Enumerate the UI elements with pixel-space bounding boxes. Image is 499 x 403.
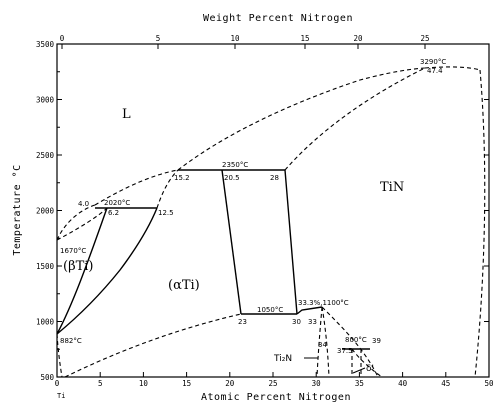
bottom-tick-label: 40 (398, 379, 408, 388)
phase-label-beta-ti: (βTi) (63, 259, 94, 274)
annotation-28: 28 (270, 174, 279, 182)
left-tick-label: 3500 (36, 40, 55, 49)
bottom-tick-label: 20 (225, 379, 235, 388)
annotation-1050: 1050°C (257, 306, 283, 314)
left-tick-label: 1000 (36, 318, 55, 327)
bottom-tick-label: 50 (484, 379, 494, 388)
annotation-15-2: 15.2 (174, 174, 190, 182)
bottom-tick-label: 5 (98, 379, 103, 388)
phase-label-tin: TiN (380, 180, 404, 195)
annotation-33-3-1100: 33.3%,1100°C (298, 299, 349, 307)
annotation-23: 23 (238, 318, 247, 326)
tin-left (285, 170, 297, 314)
liquidus-left (57, 205, 95, 240)
top-tick-label: 15 (300, 34, 309, 43)
annotation-882: 882°C (60, 337, 82, 345)
annotation-33: 33 (308, 318, 317, 326)
annotation-20-5: 20.5 (224, 174, 240, 182)
plot-frame (57, 44, 489, 377)
left-tick-label: 2500 (36, 151, 55, 160)
top-tick-label: 0 (60, 34, 65, 43)
tin-right-boundary (475, 70, 485, 377)
top-axis-ticks: 0 5 10 15 20 25 (60, 34, 430, 49)
annotation-6-2: 6.2 (108, 209, 119, 217)
annotation-30: 30 (292, 318, 301, 326)
element-label-ti: Ti (57, 392, 65, 400)
top-tick-label: 10 (230, 34, 240, 43)
annotation-47-4: 47.4 (427, 67, 443, 75)
left-axis-title: Temperature °C (12, 164, 23, 255)
annotation-2350: 2350°C (222, 161, 248, 169)
top-tick-label: 5 (156, 34, 161, 43)
phase-label-alpha-ti: (αTi) (168, 278, 200, 293)
left-tick-label: 500 (40, 373, 54, 382)
tin-lower-left (297, 307, 322, 314)
annotation-1670: 1670°C (60, 247, 86, 255)
left-tick-label: 2000 (36, 207, 55, 216)
bottom-tick-label: 0 (55, 379, 60, 388)
annotation-3290: 3290°C (420, 58, 446, 66)
annotation-12-5: 12.5 (158, 209, 174, 217)
top-tick-label: 20 (353, 34, 363, 43)
left-axis-ticks: 500 1000 1500 2000 2500 3000 3500 (36, 40, 489, 382)
bottom-tick-label: 30 (312, 379, 322, 388)
bottom-tick-label: 45 (441, 379, 450, 388)
phase-label-delta-prime: δ' (366, 364, 374, 374)
bottom-tick-label: 15 (182, 379, 191, 388)
bottom-tick-label: 10 (139, 379, 149, 388)
top-axis-title: Weight Percent Nitrogen (203, 13, 353, 24)
left-tick-label: 3000 (36, 96, 55, 105)
top-tick-label: 25 (420, 34, 429, 43)
bottom-axis-title: Atomic Percent Nitrogen (201, 392, 351, 403)
left-tick-label: 1500 (36, 262, 55, 271)
phase-label-ti2n: Ti₂N (273, 354, 292, 364)
annotation-37-5: 37.5 (337, 347, 353, 355)
bottom-tick-label: 35 (355, 379, 364, 388)
bottom-axis-ticks: 0 5 10 15 20 25 30 35 40 45 50 (55, 372, 494, 388)
liquidus-right (285, 68, 425, 170)
bottom-tick-label: 25 (268, 379, 277, 388)
annotation-2020: 2020°C (104, 199, 130, 207)
annotation-4-0: 4.0 (78, 200, 89, 208)
beta-ti-solidus (57, 208, 107, 240)
annotation-39: 39 (372, 337, 381, 345)
annotation-800: 800°C (345, 336, 367, 344)
liquidus-to-3290 (178, 68, 425, 170)
annotation-34: 34 (318, 341, 327, 349)
phase-label-liquid: L (122, 107, 131, 122)
alpha-ti-right (222, 170, 241, 314)
alpha-ti-lower-solvus (65, 314, 241, 377)
